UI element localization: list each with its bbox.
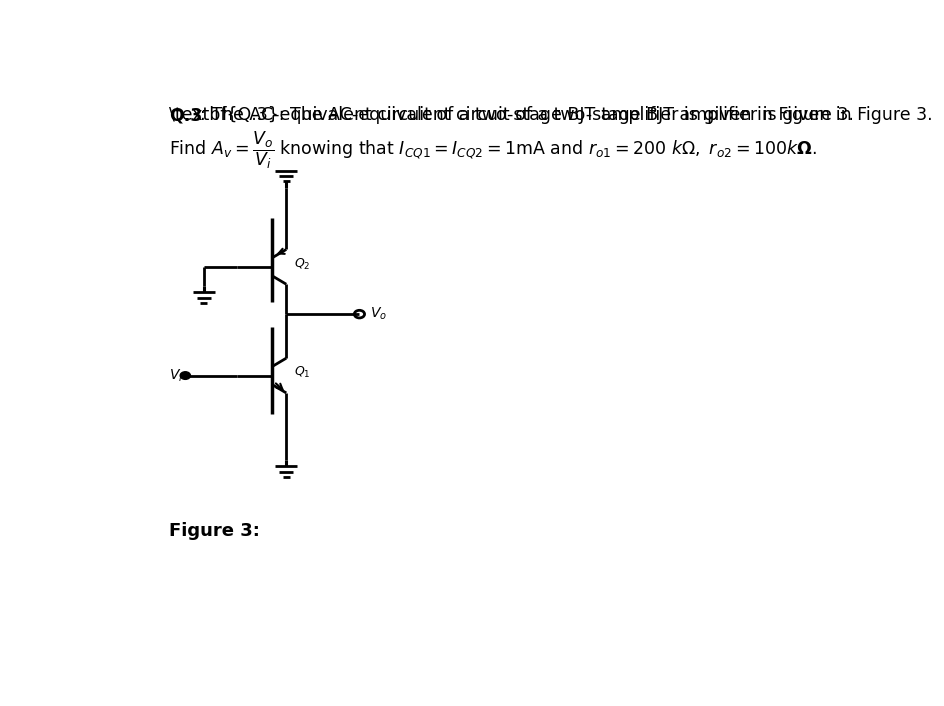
Text: \textbf{Q.3}: The AC-equivalent circuit of a two-stage BJT amplifier is given in: \textbf{Q.3}: The AC-equivalent circuit … [169, 107, 933, 124]
Text: : The AC-equivalent circuit of a two-stage BJT amplifier is given in Figure 3.: : The AC-equivalent circuit of a two-sta… [200, 107, 853, 124]
Text: $Q_1$: $Q_1$ [294, 365, 311, 381]
Text: Q.3: Q.3 [169, 107, 202, 124]
Text: Figure 3:: Figure 3: [169, 522, 261, 540]
Text: Find $A_v = \dfrac{V_o}{V_i}$ knowing that $I_{CQ1} = I_{CQ2} = 1\mathrm{mA}$ an: Find $A_v = \dfrac{V_o}{V_i}$ knowing th… [169, 129, 817, 171]
Text: $V_i$: $V_i$ [169, 367, 183, 384]
Text: $V_o$: $V_o$ [370, 306, 387, 323]
Circle shape [180, 372, 191, 379]
Text: $Q_2$: $Q_2$ [294, 256, 310, 272]
